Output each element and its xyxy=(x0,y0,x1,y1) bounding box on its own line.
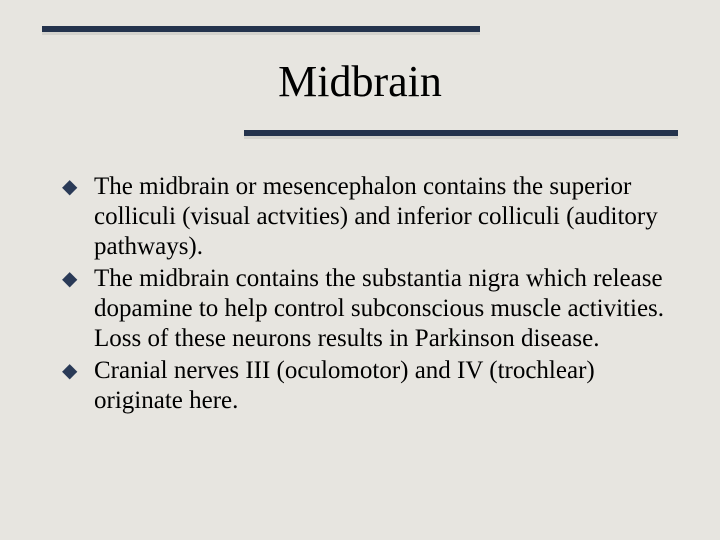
list-item: ◆ The midbrain or mesencephalon contains… xyxy=(60,172,672,262)
top-rule-shadow xyxy=(42,32,480,35)
bullet-text: The midbrain contains the substantia nig… xyxy=(94,264,672,354)
bullet-text: The midbrain or mesencephalon contains t… xyxy=(94,172,672,262)
list-item: ◆ The midbrain contains the substantia n… xyxy=(60,264,672,354)
diamond-bullet-icon: ◆ xyxy=(60,264,94,294)
diamond-bullet-icon: ◆ xyxy=(60,356,94,386)
diamond-bullet-icon: ◆ xyxy=(60,172,94,202)
title-underline-shadow xyxy=(244,136,678,139)
list-item: ◆ Cranial nerves III (oculomotor) and IV… xyxy=(60,356,672,416)
slide-title: Midbrain xyxy=(278,57,442,106)
bullet-list: ◆ The midbrain or mesencephalon contains… xyxy=(60,172,672,418)
bullet-text: Cranial nerves III (oculomotor) and IV (… xyxy=(94,356,672,416)
title-container: Midbrain xyxy=(0,56,720,107)
